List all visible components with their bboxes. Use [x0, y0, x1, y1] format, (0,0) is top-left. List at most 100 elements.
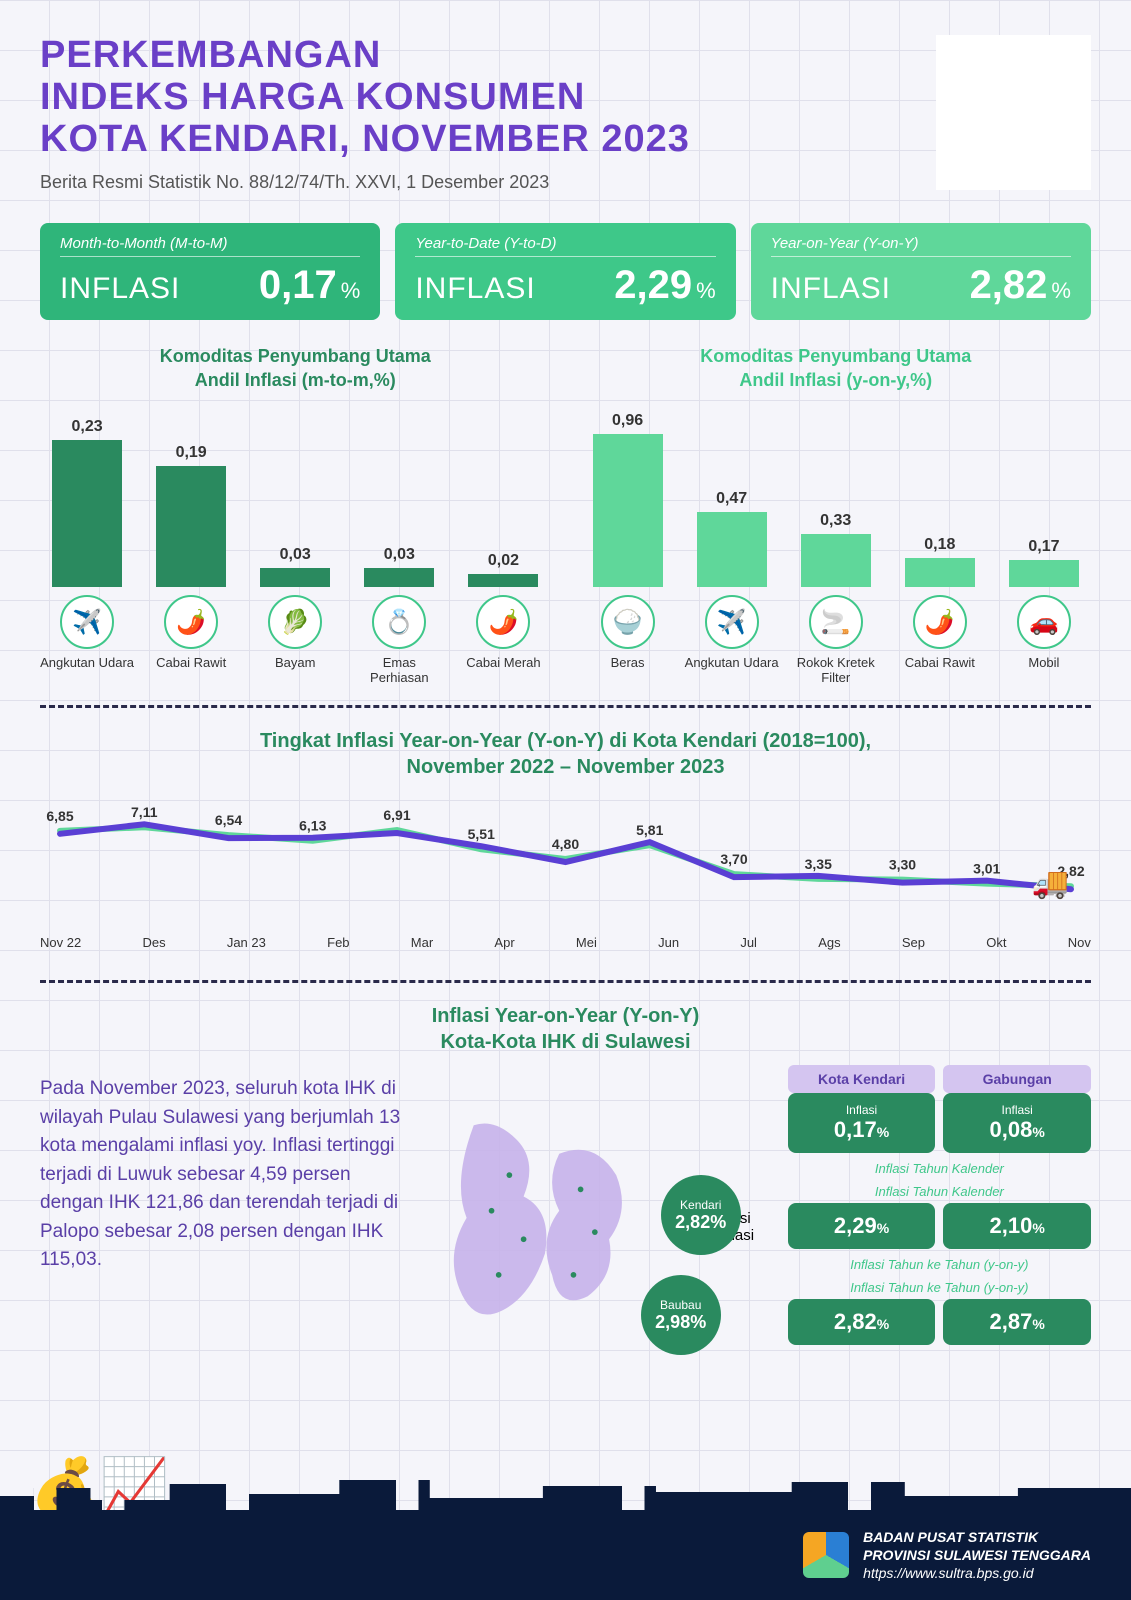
commodity-label: Angkutan Udara	[40, 655, 134, 685]
map-section-title: Inflasi Year-on-Year (Y-on-Y) Kota-Kota …	[40, 1003, 1091, 1055]
kpi-card-2: Year-on-Year (Y-on-Y) INFLASI 2,82%	[751, 223, 1091, 320]
table-subheader: Inflasi Tahun Kalender	[788, 1161, 1091, 1176]
table-cell: Inflasi0,08%	[943, 1093, 1091, 1153]
x-axis-label: Feb	[327, 935, 349, 950]
table-cell: 2,10%	[943, 1203, 1091, 1249]
line-chart: 6,857,116,546,136,915,514,805,813,703,35…	[40, 800, 1091, 960]
bar-item: 0,33	[789, 512, 883, 587]
kpi-card-0: Month-to-Month (M-to-M) INFLASI 0,17%	[40, 223, 380, 320]
bar	[905, 558, 975, 587]
x-axis-label: Apr	[494, 935, 514, 950]
commodity-icon: ✈️	[60, 595, 114, 649]
truck-icon: 🚚	[1032, 866, 1069, 901]
commodity-icon: ✈️	[705, 595, 759, 649]
kpi-caption: Year-on-Year (Y-on-Y)	[771, 235, 1071, 257]
commodity-label: Rokok Kretek Filter	[789, 655, 883, 685]
table-subheader: Inflasi Tahun ke Tahun (y-on-y)	[788, 1280, 1091, 1295]
kpi-caption: Year-to-Date (Y-to-D)	[415, 235, 715, 257]
commodity-label: Emas Perhiasan	[352, 655, 446, 685]
bar	[593, 434, 663, 588]
title-line-3: KOTA KENDARI, NOVEMBER 2023	[40, 118, 690, 160]
kpi-card-1: Year-to-Date (Y-to-D) INFLASI 2,29%	[395, 223, 735, 320]
commodity-label: Cabai Merah	[456, 655, 550, 685]
svg-text:6,54: 6,54	[215, 812, 242, 828]
x-axis-label: Mei	[576, 935, 597, 950]
title-line-1: PERKEMBANGAN	[40, 34, 381, 76]
x-axis-label: Nov 22	[40, 935, 81, 950]
commodity-icon: 🚬	[809, 595, 863, 649]
footer: BADAN PUSAT STATISTIK PROVINSI SULAWESI …	[0, 1510, 1131, 1600]
commodity-icon: 🍚	[601, 595, 655, 649]
title-line-2: INDEKS HARGA KONSUMEN	[40, 76, 585, 118]
commodity-icon: 🌶️	[476, 595, 530, 649]
org-name-2: PROVINSI SULAWESI TENGGARA	[863, 1546, 1091, 1564]
bar	[1009, 560, 1079, 587]
table-subheader: Inflasi Tahun Kalender	[788, 1184, 1091, 1199]
x-axis-label: Okt	[986, 935, 1006, 950]
callout-value: 2,98%	[655, 1312, 706, 1333]
bar	[260, 568, 330, 587]
x-axis-label: Des	[142, 935, 165, 950]
commodity-label: Cabai Rawit	[893, 655, 987, 685]
bar-value: 0,17	[1028, 538, 1059, 556]
org-name-1: BADAN PUSAT STATISTIK	[863, 1528, 1091, 1546]
line-title-1: Tingkat Inflasi Year-on-Year (Y-on-Y) di…	[260, 730, 871, 752]
svg-text:5,81: 5,81	[636, 822, 663, 838]
kpi-value: 2,82	[970, 263, 1048, 307]
commodity-icon: 🌶️	[913, 595, 967, 649]
kpi-label: INFLASI	[415, 272, 535, 306]
table-cell: 2,87%	[943, 1299, 1091, 1345]
comparison-table: Kota KendariGabungan Inflasi0,17%Inflasi…	[788, 1065, 1091, 1385]
table-cell: 2,82%	[788, 1299, 936, 1345]
kpi-row: Month-to-Month (M-to-M) INFLASI 0,17%Yea…	[40, 223, 1091, 320]
table-cell: 2,29%	[788, 1203, 936, 1249]
bar-item: 0,03	[248, 546, 342, 587]
qr-code	[936, 35, 1091, 190]
table-row: 2,82%2,87%	[788, 1299, 1091, 1345]
bar-value: 0,02	[488, 552, 519, 570]
bar	[801, 534, 871, 587]
bar-item: 0,18	[893, 536, 987, 587]
commodity-icon: 🚗	[1017, 595, 1071, 649]
bar-value: 0,96	[612, 412, 643, 430]
map-callout: Baubau2,98%	[641, 1275, 721, 1355]
page-title: PERKEMBANGAN INDEKS HARGA KONSUMEN KOTA …	[40, 35, 690, 160]
bar-item: 0,17	[997, 538, 1091, 587]
x-axis-label: Sep	[902, 935, 925, 950]
chart-mtom-title-2: Andil Inflasi (m-to-m,%)	[195, 370, 396, 390]
svg-text:3,35: 3,35	[805, 856, 832, 872]
bar	[52, 440, 122, 587]
chart-yoy: Komoditas Penyumbang Utama Andil Inflasi…	[581, 345, 1092, 685]
svg-text:7,11: 7,11	[131, 804, 158, 820]
separator	[40, 980, 1091, 983]
commodity-label: Angkutan Udara	[685, 655, 779, 685]
kpi-caption: Month-to-Month (M-to-M)	[60, 235, 360, 257]
bar	[364, 568, 434, 587]
bar-value: 0,18	[924, 536, 955, 554]
svg-text:3,70: 3,70	[720, 851, 747, 867]
svg-text:6,85: 6,85	[46, 808, 73, 824]
header: PERKEMBANGAN INDEKS HARGA KONSUMEN KOTA …	[40, 35, 1091, 193]
table-row: Inflasi0,17%Inflasi0,08%	[788, 1093, 1091, 1153]
map-paragraph: Pada November 2023, seluruh kota IHK di …	[40, 1065, 411, 1385]
x-axis-label: Ags	[818, 935, 840, 950]
svg-text:3,01: 3,01	[973, 861, 1000, 877]
x-axis-label: Nov	[1068, 935, 1091, 950]
kpi-value: 2,29	[614, 263, 692, 307]
svg-text:6,91: 6,91	[383, 807, 410, 823]
kpi-value: 0,17	[259, 263, 337, 307]
chart-mtom: Komoditas Penyumbang Utama Andil Inflasi…	[40, 345, 551, 685]
bar-item: 0,96	[581, 412, 675, 588]
map-title-1: Inflasi Year-on-Year (Y-on-Y)	[432, 1005, 699, 1027]
bar-value: 0,33	[820, 512, 851, 530]
bar-value: 0,19	[176, 444, 207, 462]
x-axis-label: Jan 23	[227, 935, 266, 950]
bar-item: 0,03	[352, 546, 446, 587]
commodity-icon: 💍	[372, 595, 426, 649]
chart-mtom-title-1: Komoditas Penyumbang Utama	[160, 346, 431, 366]
org-url: https://www.sultra.bps.go.id	[863, 1564, 1091, 1582]
map-title-2: Kota-Kota IHK di Sulawesi	[440, 1031, 690, 1053]
x-axis-label: Jun	[658, 935, 679, 950]
line-title-2: November 2022 – November 2023	[407, 756, 725, 778]
svg-text:6,13: 6,13	[299, 818, 326, 834]
